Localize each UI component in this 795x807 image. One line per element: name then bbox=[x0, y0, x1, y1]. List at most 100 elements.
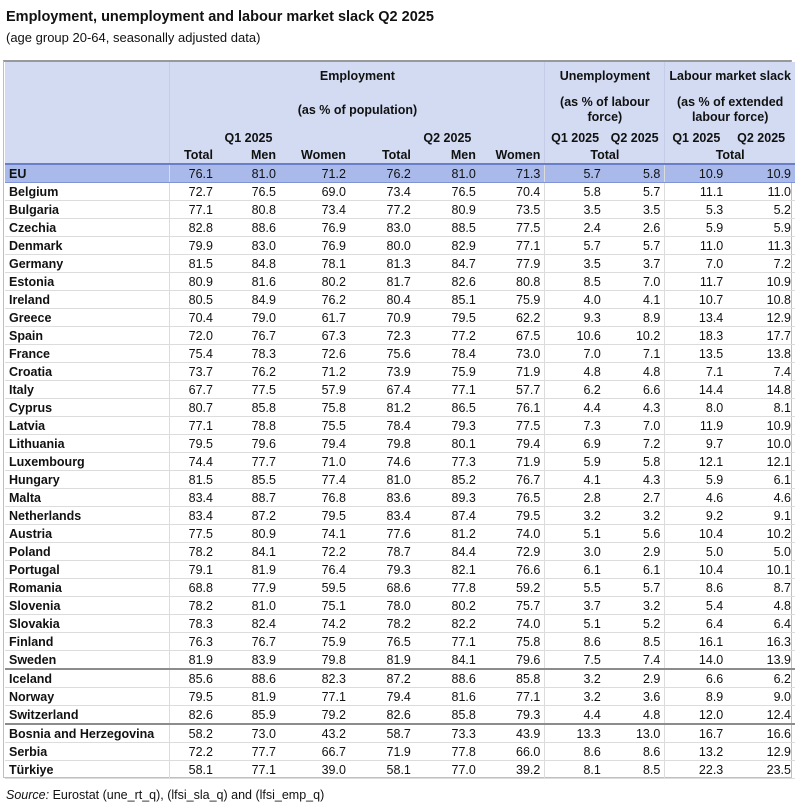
value-cell: 71.9 bbox=[479, 362, 545, 381]
header-slack: Labour market slack bbox=[664, 62, 795, 90]
value-cell: 83.0 bbox=[216, 236, 280, 255]
value-cell: 66.7 bbox=[279, 742, 350, 761]
value-cell: 76.2 bbox=[216, 362, 280, 381]
value-cell: 89.3 bbox=[414, 488, 480, 507]
value-cell: 5.2 bbox=[727, 200, 795, 219]
value-cell: 13.0 bbox=[604, 724, 665, 743]
value-cell: 8.5 bbox=[604, 632, 665, 651]
value-cell: 80.5 bbox=[169, 290, 217, 309]
value-cell: 68.8 bbox=[169, 578, 217, 597]
value-cell: 6.2 bbox=[544, 380, 605, 399]
value-cell: 8.7 bbox=[727, 578, 795, 597]
header-slack-unit: (as % of extended labour force) bbox=[664, 90, 795, 130]
value-cell: 7.0 bbox=[664, 254, 728, 273]
value-cell: 77.1 bbox=[414, 380, 480, 399]
value-cell: 3.7 bbox=[604, 254, 665, 273]
value-cell: 6.6 bbox=[604, 380, 665, 399]
value-cell: 71.3 bbox=[479, 164, 545, 183]
value-cell: 73.0 bbox=[479, 344, 545, 363]
value-cell: 58.7 bbox=[349, 724, 415, 743]
value-cell: 8.1 bbox=[544, 760, 605, 779]
value-cell: 79.4 bbox=[279, 434, 350, 453]
value-cell: 2.7 bbox=[604, 488, 665, 507]
table-row: Cyprus 80.7 85.8 75.8 81.2 86.5 76.1 4.4 4.3 8.0 8… bbox=[5, 398, 795, 417]
value-cell: 2.9 bbox=[604, 669, 665, 688]
value-cell: 80.1 bbox=[414, 434, 480, 453]
value-cell: 81.3 bbox=[349, 254, 415, 273]
value-cell: 3.2 bbox=[544, 669, 605, 688]
value-cell: 14.8 bbox=[727, 380, 795, 399]
table-row: Latvia 77.1 78.8 75.5 78.4 79.3 77.5 7.3 7.0 11.9… bbox=[5, 416, 795, 435]
value-cell: 9.2 bbox=[664, 506, 728, 525]
value-cell: 16.6 bbox=[727, 724, 795, 743]
value-cell: 77.3 bbox=[414, 452, 480, 471]
value-cell: 80.9 bbox=[169, 272, 217, 291]
value-cell: 75.4 bbox=[169, 344, 217, 363]
value-cell: 84.1 bbox=[216, 542, 280, 561]
value-cell: 16.1 bbox=[664, 632, 728, 651]
value-cell: 77.7 bbox=[216, 452, 280, 471]
value-cell: 80.4 bbox=[349, 290, 415, 309]
value-cell: 4.0 bbox=[544, 290, 605, 309]
value-cell: 84.9 bbox=[216, 290, 280, 309]
value-cell: 8.6 bbox=[604, 742, 665, 761]
value-cell: 88.7 bbox=[216, 488, 280, 507]
value-cell: 4.1 bbox=[604, 290, 665, 309]
value-cell: 76.5 bbox=[216, 182, 280, 201]
country-label: Luxembourg bbox=[5, 452, 170, 471]
value-cell: 85.2 bbox=[414, 470, 480, 489]
value-cell: 74.2 bbox=[279, 614, 350, 633]
value-cell: 79.0 bbox=[216, 308, 280, 327]
value-cell: 8.5 bbox=[544, 272, 605, 291]
value-cell: 77.4 bbox=[279, 470, 350, 489]
table-row: Denmark 79.9 83.0 76.9 80.0 82.9 77.1 5.7 5.7 11.… bbox=[5, 236, 795, 255]
value-cell: 84.4 bbox=[414, 542, 480, 561]
table-row: Netherlands 83.4 87.2 79.5 83.4 87.4 79.5 3.2 3.… bbox=[5, 506, 795, 525]
table-header: Employment Unemployment Labour market sl… bbox=[5, 62, 795, 165]
value-cell: 72.7 bbox=[169, 182, 217, 201]
table-row: Iceland 85.6 88.6 82.3 87.2 88.6 85.8 3.2 2.9 6.6… bbox=[5, 669, 795, 688]
table-row: Finland 76.3 76.7 75.9 76.5 77.1 75.8 8.6 8.5 16.… bbox=[5, 632, 795, 651]
value-cell: 81.9 bbox=[169, 650, 217, 670]
value-cell: 7.0 bbox=[604, 416, 665, 435]
value-cell: 8.9 bbox=[664, 687, 728, 706]
header-q1-total: Total bbox=[169, 146, 217, 165]
value-cell: 3.5 bbox=[544, 254, 605, 273]
value-cell: 8.9 bbox=[604, 308, 665, 327]
value-cell: 8.1 bbox=[727, 398, 795, 417]
table-row: Serbia 72.2 77.7 66.7 71.9 77.8 66.0 8.6 8.6 13.2… bbox=[5, 742, 795, 761]
value-cell: 73.0 bbox=[216, 724, 280, 743]
value-cell: 7.4 bbox=[604, 650, 665, 670]
value-cell: 85.1 bbox=[414, 290, 480, 309]
value-cell: 69.0 bbox=[279, 182, 350, 201]
value-cell: 76.7 bbox=[216, 632, 280, 651]
value-cell: 79.8 bbox=[279, 650, 350, 670]
value-cell: 11.1 bbox=[664, 182, 728, 201]
value-cell: 11.0 bbox=[727, 182, 795, 201]
value-cell: 10.9 bbox=[727, 164, 795, 183]
value-cell: 73.5 bbox=[479, 200, 545, 219]
header-unemp-q1: Q1 2025 bbox=[544, 130, 605, 146]
country-label: Estonia bbox=[5, 272, 170, 291]
table-title: Employment, unemployment and labour mark… bbox=[6, 9, 434, 25]
value-cell: 88.6 bbox=[414, 669, 480, 688]
value-cell: 10.2 bbox=[604, 326, 665, 345]
value-cell: 77.1 bbox=[169, 200, 217, 219]
value-cell: 66.0 bbox=[479, 742, 545, 761]
table-row: Austria 77.5 80.9 74.1 77.6 81.2 74.0 5.1 5.6 10.… bbox=[5, 524, 795, 543]
country-label: Iceland bbox=[5, 669, 170, 688]
header-unemp-total: Total bbox=[544, 146, 665, 165]
value-cell: 6.4 bbox=[727, 614, 795, 633]
header-slack-total: Total bbox=[664, 146, 795, 165]
value-cell: 77.5 bbox=[479, 218, 545, 237]
value-cell: 10.6 bbox=[544, 326, 605, 345]
header-slack-q2: Q2 2025 bbox=[727, 130, 795, 146]
value-cell: 81.7 bbox=[349, 272, 415, 291]
value-cell: 75.5 bbox=[279, 416, 350, 435]
value-cell: 5.2 bbox=[604, 614, 665, 633]
value-cell: 8.0 bbox=[664, 398, 728, 417]
value-cell: 23.5 bbox=[727, 760, 795, 779]
value-cell: 75.9 bbox=[479, 290, 545, 309]
value-cell: 6.4 bbox=[664, 614, 728, 633]
header-slack-q1: Q1 2025 bbox=[664, 130, 728, 146]
